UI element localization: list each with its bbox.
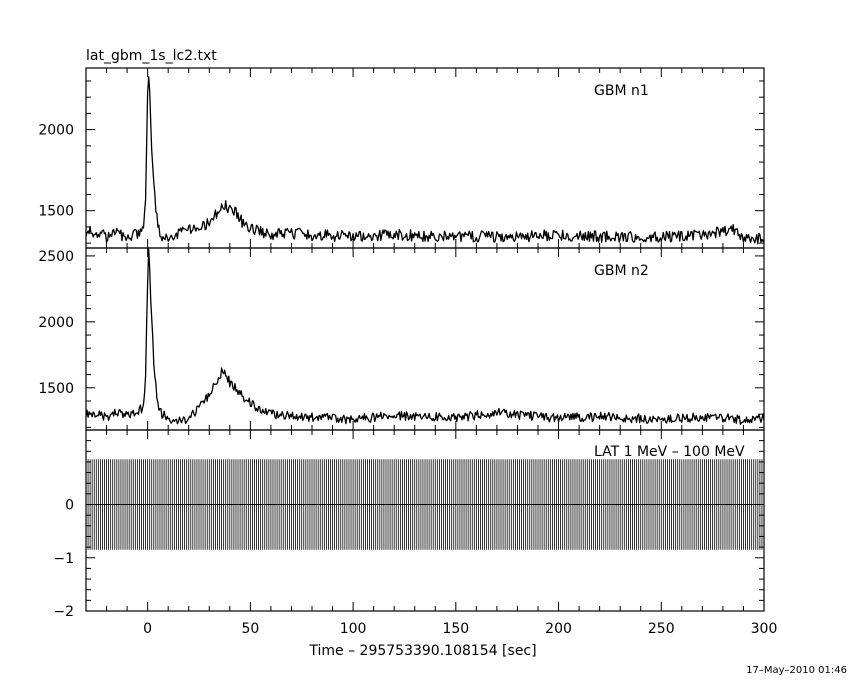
panel-frame [85, 429, 765, 612]
timestamp: 17–May–2010 01:46 [746, 665, 847, 676]
y-tick-label: 2500 [38, 249, 74, 265]
x-tick-label: 250 [648, 621, 675, 637]
x-axis-label: Time – 295753390.108154 [sec] [308, 643, 536, 659]
panel-label: GBM n1 [594, 83, 649, 99]
x-tick-label: 150 [442, 621, 469, 637]
x-tick-label: 0 [143, 621, 152, 637]
y-tick-label: 2000 [38, 123, 74, 139]
y-tick-label: 2000 [38, 315, 74, 331]
x-tick-label: 200 [545, 621, 572, 637]
file-title: lat_gbm_1s_lc2.txt [86, 48, 217, 64]
y-tick-label: −2 [53, 604, 74, 620]
gbm-n2-trace [85, 248, 765, 426]
x-tick-label: 300 [751, 621, 778, 637]
panel-label: GBM n2 [594, 263, 649, 279]
y-tick-label: 1500 [38, 381, 74, 397]
y-tick-label: 0 [65, 498, 74, 514]
gbm-n1-trace [85, 76, 765, 245]
x-tick-label: 50 [241, 621, 259, 637]
y-tick-label: 1500 [38, 204, 74, 220]
x-tick-label: 100 [340, 621, 367, 637]
panel-label: LAT 1 MeV – 100 MeV [594, 444, 745, 460]
panel-frame [85, 67, 765, 249]
y-tick-label: −1 [53, 551, 74, 567]
panel-frame [85, 247, 765, 431]
